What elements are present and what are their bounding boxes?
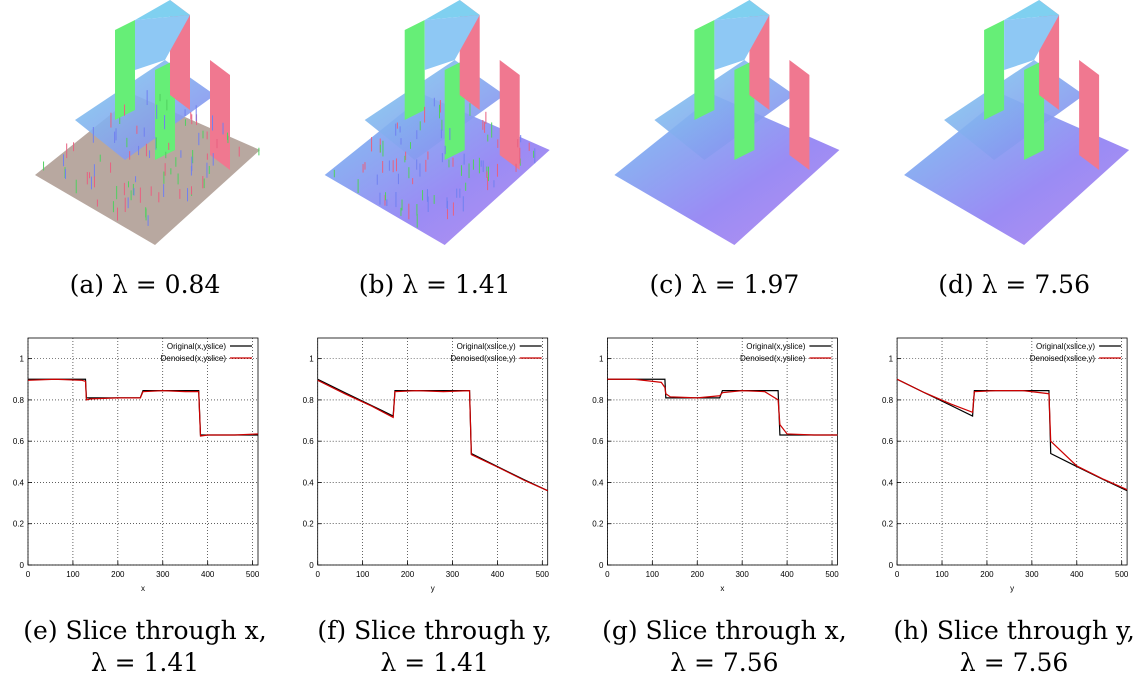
surface-render [904, 0, 1129, 245]
plot-frame [318, 338, 548, 565]
series-line [28, 379, 258, 435]
legend-label: Original(x,yslice) [167, 342, 226, 351]
legend-label: Original(xslice,y) [457, 342, 516, 351]
y-tick-label: 0 [309, 561, 314, 570]
y-tick-label: 0.2 [882, 520, 894, 529]
x-tick-label: 400 [1070, 570, 1084, 579]
line-chart: 0 0.2 0.4 0.6 0.8 1 0 100 200 300 400 500 x Original(… [13, 338, 267, 677]
y-tick-label: 1 [309, 355, 314, 364]
surface-pink-face [789, 60, 809, 170]
x-axis-label: y [1010, 584, 1014, 593]
x-axis-label: x [720, 584, 724, 593]
surface-green-face [405, 20, 425, 120]
y-tick-label: 1 [599, 355, 604, 364]
chart-caption: λ = 7.56 [670, 648, 778, 677]
legend-label: Denoised(xslice,y) [450, 354, 516, 363]
x-tick-label: 0 [26, 570, 31, 579]
legend-label: Denoised(x,yslice) [740, 354, 806, 363]
y-tick-label: 0.8 [303, 396, 315, 405]
x-tick-label: 100 [646, 570, 660, 579]
legend-label: Denoised(x,yslice) [161, 354, 227, 363]
x-tick-label: 400 [491, 570, 505, 579]
x-tick-label: 0 [605, 570, 610, 579]
chart-caption: λ = 7.56 [960, 648, 1068, 677]
x-tick-label: 500 [536, 570, 550, 579]
plot-frame [607, 338, 837, 565]
line-chart: 0 0.2 0.4 0.6 0.8 1 0 100 200 300 400 500 y Original(… [303, 338, 552, 677]
x-tick-label: 500 [825, 570, 839, 579]
x-tick-label: 0 [315, 570, 320, 579]
y-tick-label: 0.2 [592, 520, 604, 529]
y-tick-label: 0.2 [303, 520, 315, 529]
y-tick-label: 0 [889, 561, 894, 570]
y-tick-label: 0.6 [303, 437, 315, 446]
x-tick-label: 100 [356, 570, 370, 579]
x-tick-label: 0 [895, 570, 900, 579]
x-tick-label: 200 [691, 570, 705, 579]
legend-label: Denoised(xslice,y) [1030, 354, 1096, 363]
x-axis-label: x [141, 584, 145, 593]
x-tick-label: 100 [66, 570, 80, 579]
y-tick-label: 1 [20, 355, 25, 364]
plot-frame [897, 338, 1127, 565]
x-tick-label: 200 [401, 570, 415, 579]
chart-caption: λ = 1.41 [91, 648, 199, 677]
x-axis-label: y [431, 584, 435, 593]
x-tick-label: 200 [980, 570, 994, 579]
chart-caption: λ = 1.41 [381, 648, 489, 677]
series-line [607, 379, 837, 435]
surface-pink-face [500, 60, 520, 170]
series-line [28, 379, 258, 436]
y-tick-label: 0 [20, 561, 25, 570]
y-tick-label: 1 [889, 355, 894, 364]
y-tick-label: 0.8 [882, 396, 894, 405]
y-tick-label: 0.4 [303, 478, 315, 487]
chart-caption: (h) Slice through y, [893, 616, 1134, 645]
y-tick-label: 0.6 [882, 437, 894, 446]
legend-label: Original(x,yslice) [746, 342, 805, 351]
y-tick-label: 0.6 [592, 437, 604, 446]
chart-caption: (f) Slice through y, [317, 616, 552, 645]
y-tick-label: 0.8 [592, 396, 604, 405]
surface-render [325, 0, 550, 245]
y-tick-label: 0.2 [13, 520, 25, 529]
x-tick-label: 200 [111, 570, 125, 579]
line-chart: 0 0.2 0.4 0.6 0.8 1 0 100 200 300 400 500 x Original(… [592, 338, 846, 677]
surface-green-face [984, 20, 1004, 120]
panel-caption: (d) λ = 7.56 [938, 270, 1090, 299]
y-tick-label: 0.8 [13, 396, 25, 405]
x-tick-label: 400 [780, 570, 794, 579]
line-chart: 0 0.2 0.4 0.6 0.8 1 0 100 200 300 400 500 y Original(… [882, 338, 1135, 677]
legend-label: Original(xslice,y) [1036, 342, 1095, 351]
surface-green-face [694, 20, 714, 120]
x-tick-label: 300 [1025, 570, 1039, 579]
x-tick-label: 100 [935, 570, 949, 579]
series-line [607, 379, 837, 435]
y-tick-label: 0.4 [882, 478, 894, 487]
surface-pink-face [1079, 60, 1099, 170]
series-line [318, 379, 548, 490]
y-tick-label: 0.6 [13, 437, 25, 446]
panel-caption: (a) λ = 0.84 [70, 270, 221, 299]
plot-frame [28, 338, 258, 565]
surface-render [614, 0, 839, 245]
y-tick-label: 0.4 [592, 478, 604, 487]
chart-caption: (g) Slice through x, [602, 616, 847, 645]
chart-caption: (e) Slice through x, [23, 616, 266, 645]
x-tick-label: 500 [1115, 570, 1129, 579]
y-tick-label: 0 [599, 561, 604, 570]
x-tick-label: 300 [735, 570, 749, 579]
panel-caption: (b) λ = 1.41 [359, 270, 511, 299]
y-tick-label: 0.4 [13, 478, 25, 487]
surface-render [35, 0, 260, 245]
panel-caption: (c) λ = 1.97 [649, 270, 799, 299]
x-tick-label: 300 [446, 570, 460, 579]
x-tick-label: 500 [246, 570, 260, 579]
x-tick-label: 300 [156, 570, 170, 579]
series-line [897, 379, 1127, 489]
x-tick-label: 400 [201, 570, 215, 579]
